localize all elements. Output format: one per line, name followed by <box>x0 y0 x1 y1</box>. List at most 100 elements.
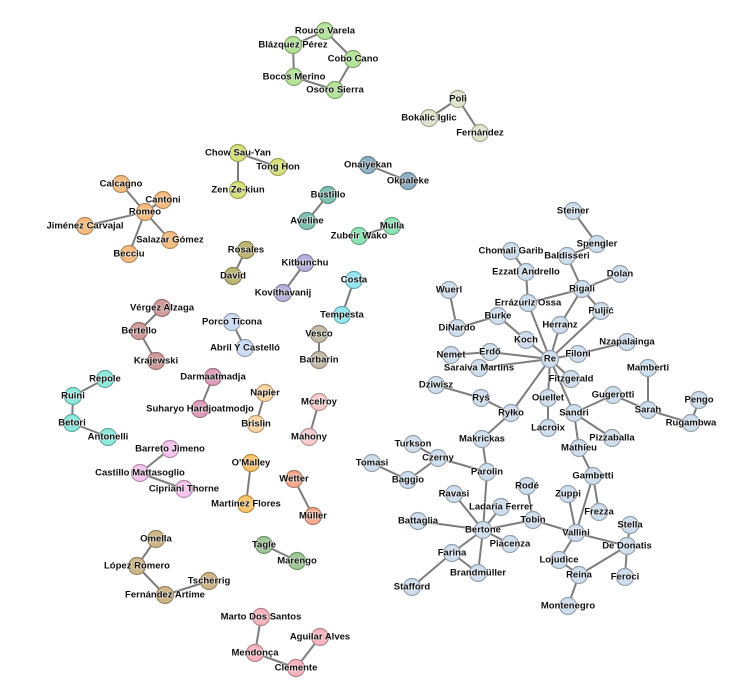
node-zen-ze-kiun[interactable] <box>228 180 248 200</box>
node-burke[interactable] <box>488 306 508 326</box>
node-lopez-romero[interactable] <box>127 556 147 576</box>
node-mulla[interactable] <box>382 216 402 236</box>
node-darmaatmadja[interactable] <box>203 367 223 387</box>
node-chow-sau-yan[interactable] <box>228 143 248 163</box>
node-chomali-garib[interactable] <box>501 241 521 261</box>
node-tomasi[interactable] <box>362 453 382 473</box>
node-lojudice[interactable] <box>549 550 569 570</box>
node-rigali[interactable] <box>572 279 592 299</box>
node-ry-ko[interactable] <box>501 403 521 423</box>
node-saraiva-martins[interactable] <box>469 358 489 378</box>
node-marengo[interactable] <box>287 551 307 571</box>
node-sarah[interactable] <box>638 400 658 420</box>
node-ravasi[interactable] <box>444 484 464 504</box>
node-bertello[interactable] <box>129 321 149 341</box>
node-barreto-jimeno[interactable] <box>160 439 180 459</box>
node-nzapalainga[interactable] <box>617 332 637 352</box>
node-ruini[interactable] <box>63 386 83 406</box>
node-dziwisz[interactable] <box>426 375 446 395</box>
node-barbarin[interactable] <box>309 350 329 370</box>
node-abril-y-castello[interactable] <box>235 338 255 358</box>
node-ouellet[interactable] <box>538 388 558 408</box>
node-mendonca[interactable] <box>245 643 265 663</box>
node-czerny[interactable] <box>428 448 448 468</box>
node-bocos-merino[interactable] <box>284 67 304 87</box>
node-gambetti[interactable] <box>583 466 603 486</box>
node-fernandez[interactable] <box>470 123 490 143</box>
node-clemente[interactable] <box>286 658 306 678</box>
node-makrickas[interactable] <box>472 429 492 449</box>
node-brislin[interactable] <box>246 414 266 434</box>
node-mcelroy[interactable] <box>309 392 329 412</box>
node-omella[interactable] <box>146 529 166 549</box>
node-marto-dos-santos[interactable] <box>251 607 271 627</box>
node-lacroix[interactable] <box>538 418 558 438</box>
node-herranz[interactable] <box>550 315 570 335</box>
node-bustillo[interactable] <box>318 185 338 205</box>
node-salazar-gomez[interactable] <box>160 230 180 250</box>
node-montenegro[interactable] <box>558 596 578 616</box>
node-fernandez-artime[interactable] <box>155 585 175 605</box>
node-david[interactable] <box>223 266 243 286</box>
node-steiner[interactable] <box>563 201 583 221</box>
node-o-malley[interactable] <box>241 453 261 473</box>
node-wuerl[interactable] <box>439 280 459 300</box>
node-blazquez-perez[interactable] <box>283 35 303 55</box>
node-martinez-flores[interactable] <box>236 494 256 514</box>
node-rosales[interactable] <box>236 240 256 260</box>
node-okpaleke[interactable] <box>398 171 418 191</box>
node-bokalic-iglic[interactable] <box>419 108 439 128</box>
node-betori[interactable] <box>62 413 82 433</box>
node-stafford[interactable] <box>402 577 422 597</box>
node-parolin[interactable] <box>477 462 497 482</box>
node-osoro-sierra[interactable] <box>325 80 345 100</box>
node-repole[interactable] <box>95 369 115 389</box>
node-pengo[interactable] <box>689 390 709 410</box>
node-nemet[interactable] <box>441 345 461 365</box>
node-calcagno[interactable] <box>111 174 131 194</box>
node-dolan[interactable] <box>610 264 630 284</box>
node-mamberti[interactable] <box>638 358 658 378</box>
node-becciu[interactable] <box>119 244 139 264</box>
node-stella[interactable] <box>620 515 640 535</box>
node-kitbunchu[interactable] <box>295 253 315 273</box>
node-zuppi[interactable] <box>558 484 578 504</box>
node-turkson[interactable] <box>403 434 423 454</box>
node-tagle[interactable] <box>254 535 274 555</box>
node-baggio[interactable] <box>398 470 418 490</box>
node-wetter[interactable] <box>284 469 304 489</box>
node-rouco-varela[interactable] <box>315 21 335 41</box>
node-krajewski[interactable] <box>146 351 166 371</box>
node-mathieu[interactable] <box>569 438 589 458</box>
node-poli[interactable] <box>448 89 468 109</box>
node-zubeir-wako[interactable] <box>349 226 369 246</box>
node-vallini[interactable] <box>566 523 586 543</box>
node-baldisseri[interactable] <box>557 246 577 266</box>
node-kovithavanij[interactable] <box>273 283 293 303</box>
node-vesco[interactable] <box>309 324 329 344</box>
node-rys[interactable] <box>471 388 491 408</box>
node-jimenez-carvajal[interactable] <box>75 216 95 236</box>
node-pizzaballa[interactable] <box>602 428 622 448</box>
node-errazuriz-ossa[interactable] <box>518 293 538 313</box>
node-tobin[interactable] <box>523 510 543 530</box>
node-vergez-alzaga[interactable] <box>152 298 172 318</box>
node-aguilar-alves[interactable] <box>310 627 330 647</box>
node-mahony[interactable] <box>299 427 319 447</box>
node-cobo-cano[interactable] <box>343 49 363 69</box>
node-fitzgerald[interactable] <box>561 369 581 389</box>
node-tempesta[interactable] <box>332 305 352 325</box>
node-erdo[interactable] <box>480 342 500 362</box>
node-piacenza[interactable] <box>500 534 520 554</box>
node-gugerotti[interactable] <box>603 385 623 405</box>
node-onaiyekan[interactable] <box>358 155 378 175</box>
node-porco-ticona[interactable] <box>222 312 242 332</box>
node-re[interactable] <box>540 349 560 369</box>
node-napier[interactable] <box>255 383 275 403</box>
node-rode[interactable] <box>517 476 537 496</box>
node-brandmuller[interactable] <box>468 563 488 583</box>
node-tscherrig[interactable] <box>199 571 219 591</box>
node-spengler[interactable] <box>587 234 607 254</box>
node-antonelli[interactable] <box>98 427 118 447</box>
node-farina[interactable] <box>442 543 462 563</box>
